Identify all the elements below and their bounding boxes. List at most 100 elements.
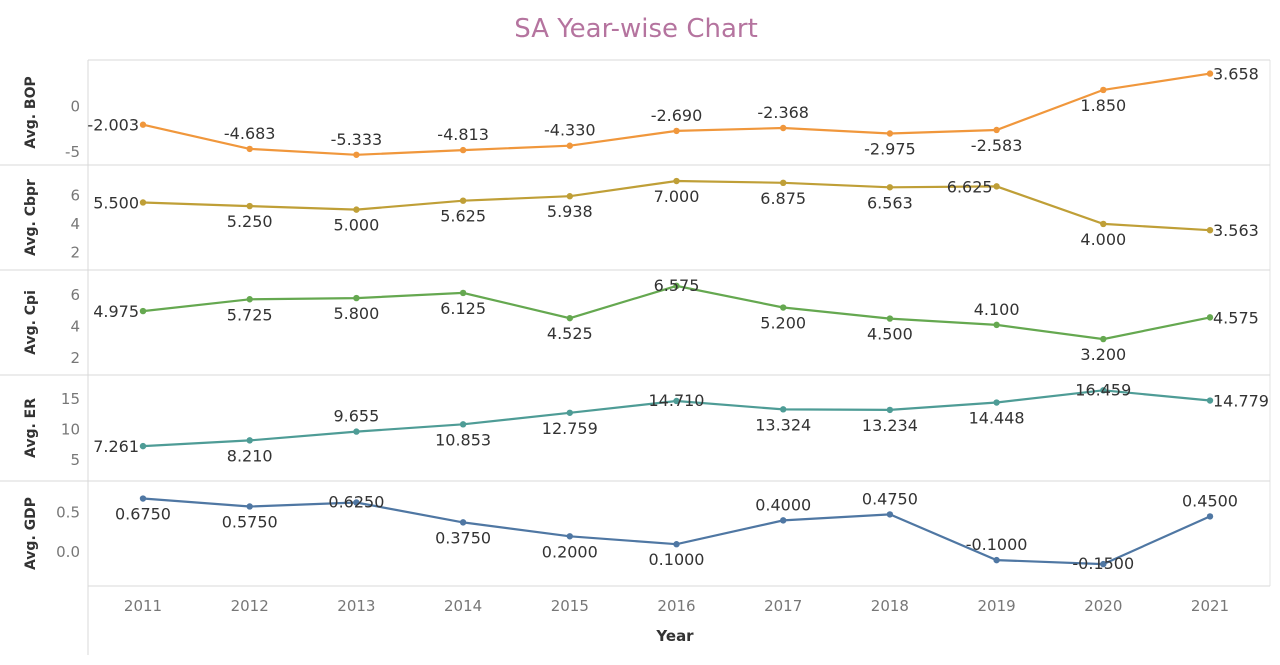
data-label: -2.003 bbox=[87, 116, 139, 135]
data-point bbox=[1100, 220, 1107, 228]
data-label: 0.6750 bbox=[115, 505, 171, 524]
data-label: 14.779 bbox=[1213, 392, 1269, 411]
x-axis: 2011 2012 2013 2014 2015 2016 2017 2018 2019 2020… bbox=[124, 597, 1229, 645]
data-label: 0.5750 bbox=[222, 512, 278, 531]
x-tick-label: 2021 bbox=[1191, 597, 1229, 615]
x-tick-label: 2012 bbox=[231, 597, 269, 615]
data-point bbox=[246, 145, 253, 153]
data-point bbox=[353, 294, 360, 302]
data-point bbox=[566, 193, 573, 200]
data-point bbox=[459, 289, 467, 297]
data-point bbox=[993, 321, 1000, 329]
data-point bbox=[459, 519, 467, 526]
data-point bbox=[673, 541, 680, 548]
data-point bbox=[1100, 86, 1107, 94]
x-tick-label: 2014 bbox=[444, 597, 482, 615]
data-label: -2.368 bbox=[757, 103, 809, 122]
data-label: 4.100 bbox=[974, 300, 1020, 319]
data-label: 8.210 bbox=[227, 446, 273, 465]
data-point bbox=[1206, 226, 1214, 234]
data-point bbox=[353, 206, 360, 213]
data-point bbox=[673, 397, 680, 405]
data-label: 14.710 bbox=[649, 391, 705, 410]
data-label: 0.1000 bbox=[649, 550, 705, 569]
data-label: 4.500 bbox=[867, 325, 913, 344]
data-label: 5.938 bbox=[547, 202, 593, 221]
data-point bbox=[459, 146, 467, 154]
chart-title: SA Year-wise Chart bbox=[514, 14, 758, 44]
data-label: 5.000 bbox=[333, 216, 379, 235]
data-point bbox=[139, 307, 147, 315]
data-label: 0.3750 bbox=[435, 528, 491, 547]
data-label: 7.000 bbox=[654, 187, 700, 206]
data-point bbox=[1100, 560, 1107, 568]
panel-avg-gdp: Avg. GDP 0.5 0.0 0.6750 0.5750 0.6250 0.3750 0.… bbox=[23, 489, 1238, 573]
data-point bbox=[673, 177, 680, 185]
x-tick-label: 2015 bbox=[551, 597, 589, 615]
data-point bbox=[246, 296, 253, 303]
data-label: -2.975 bbox=[864, 139, 916, 158]
data-point bbox=[1206, 314, 1214, 321]
data-point bbox=[886, 184, 894, 191]
data-label: 4.975 bbox=[93, 302, 139, 321]
data-label: 0.4000 bbox=[755, 495, 811, 514]
data-point bbox=[673, 127, 680, 135]
data-label: 4.575 bbox=[1213, 308, 1259, 327]
data-label: 4.525 bbox=[547, 324, 593, 343]
data-label: 5.800 bbox=[333, 304, 379, 323]
y-axis-label: Avg. ER bbox=[23, 398, 39, 458]
y-tick-label: 0.0 bbox=[56, 543, 80, 561]
data-label: -2.583 bbox=[971, 136, 1023, 155]
data-label: 5.250 bbox=[227, 212, 273, 231]
data-point bbox=[566, 533, 573, 540]
panel-avg-cbpr: Avg. Cbpr 6 4 2 5.500 5.250 5.000 5.625 5.938 7.0… bbox=[23, 177, 1259, 261]
y-tick-label: 4 bbox=[70, 317, 80, 335]
data-label: 6.563 bbox=[867, 193, 913, 212]
data-label: 9.655 bbox=[333, 407, 379, 426]
y-tick-label: 4 bbox=[70, 215, 80, 233]
data-label: 16.459 bbox=[1075, 380, 1131, 399]
data-label: -5.333 bbox=[331, 130, 383, 149]
data-point bbox=[459, 197, 467, 204]
data-point bbox=[566, 314, 573, 322]
x-tick-label: 2016 bbox=[657, 597, 695, 615]
data-point bbox=[993, 556, 1000, 564]
data-point bbox=[139, 121, 147, 128]
y-axis-label: Avg. Cpi bbox=[23, 290, 39, 355]
data-point bbox=[246, 503, 253, 510]
data-label: 6.875 bbox=[760, 189, 806, 208]
y-tick-label: 2 bbox=[70, 349, 80, 367]
y-tick-label: 0.5 bbox=[56, 503, 80, 521]
data-point bbox=[353, 151, 360, 158]
y-axis-label: Avg. Cbpr bbox=[23, 179, 39, 256]
data-point bbox=[993, 183, 1000, 190]
panel-avg-cpi: Avg. Cpi 6 4 2 4.975 5.725 5.800 6.125 4.525 6.57… bbox=[23, 276, 1259, 367]
x-tick-label: 2013 bbox=[337, 597, 375, 615]
y-tick-label: 0 bbox=[70, 98, 80, 116]
data-label: 5.200 bbox=[760, 314, 806, 333]
data-label: 3.200 bbox=[1080, 345, 1126, 364]
data-label: 5.725 bbox=[227, 305, 273, 324]
data-point bbox=[139, 199, 147, 206]
panel-avg-er: Avg. ER 15 10 5 7.261 8.210 9.655 10.853 12.759 1… bbox=[23, 380, 1269, 468]
data-label: 5.500 bbox=[93, 193, 139, 212]
data-point bbox=[780, 406, 787, 413]
y-tick-label: 2 bbox=[70, 244, 80, 262]
data-label: 3.563 bbox=[1213, 221, 1259, 240]
y-tick-label: 10 bbox=[61, 421, 80, 439]
data-label: 0.4500 bbox=[1182, 491, 1238, 510]
data-point bbox=[886, 511, 894, 518]
data-point bbox=[566, 409, 573, 416]
data-point bbox=[1206, 397, 1214, 404]
data-point bbox=[566, 142, 573, 149]
y-tick-label: 6 bbox=[70, 286, 80, 304]
data-point bbox=[246, 202, 253, 210]
chart-panels: Avg. BOP 0 -5 -2.003 -4.683 -5.333 -4.813 -4.33… bbox=[23, 65, 1269, 574]
data-point bbox=[139, 495, 147, 502]
data-label: -4.330 bbox=[544, 121, 596, 140]
data-point bbox=[1206, 70, 1214, 77]
data-label: 4.000 bbox=[1080, 230, 1126, 249]
x-tick-label: 2019 bbox=[978, 597, 1016, 615]
data-point bbox=[1206, 513, 1214, 520]
